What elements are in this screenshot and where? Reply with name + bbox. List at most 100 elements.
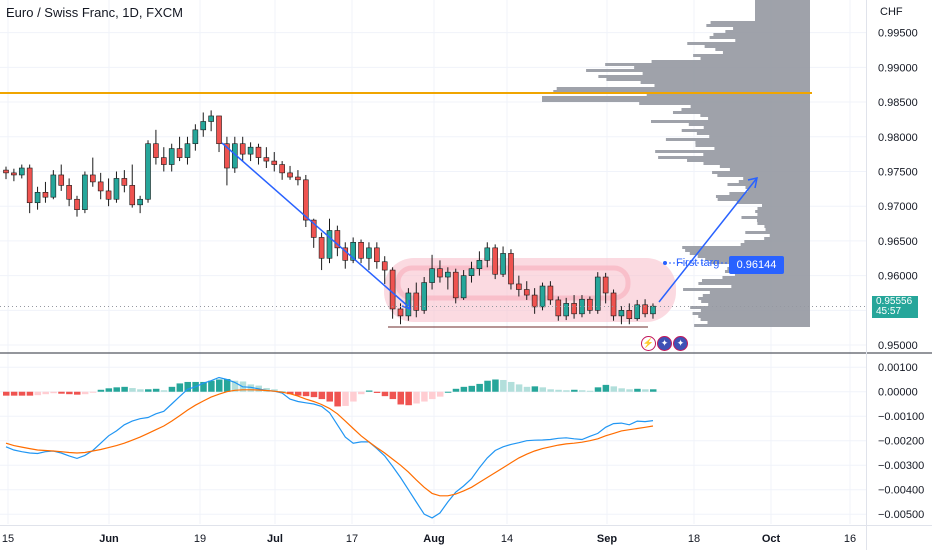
volume-profile-bar (740, 243, 810, 246)
candle-up (18, 167, 25, 176)
macd-histogram-bar (74, 391, 81, 395)
macd-axis-label: −0.00100 (878, 411, 924, 423)
candle-down (547, 285, 554, 301)
macd-histogram-bar (586, 390, 594, 392)
macd-histogram-bar (3, 391, 10, 396)
macd-histogram-bar (342, 391, 349, 406)
target-price-tag: 0.96144 (729, 256, 784, 274)
candle-down (3, 169, 9, 174)
macd-histogram-bar (160, 390, 168, 392)
candle-up (326, 230, 333, 259)
time-axis-label: 19 (194, 533, 206, 545)
macd-histogram-bar (492, 379, 499, 392)
candle-down (516, 283, 522, 290)
price-axis-label: 0.99000 (878, 62, 918, 74)
bar-countdown: 45:57 (876, 306, 902, 317)
volume-profile-bar (700, 309, 810, 312)
volume-profile-bar (598, 75, 810, 78)
candle-up (650, 305, 656, 315)
candle-down (397, 308, 404, 317)
candle-up (468, 268, 475, 276)
volume-profile-bar (704, 45, 810, 48)
macd-histogram-bar (184, 381, 191, 392)
macd-histogram-bar (460, 386, 468, 392)
symbol-title[interactable]: Euro / Swiss Franc, 1D, FXCM (6, 5, 183, 20)
volume-profile-bar (681, 129, 810, 132)
volume-profile-bar (646, 93, 810, 96)
downtrend-arrow-head (401, 299, 411, 311)
candle-down (303, 179, 309, 221)
macd-histogram-bar (271, 389, 278, 392)
time-axis-label: 14 (501, 533, 513, 545)
volume-profile-bar (651, 120, 810, 123)
candle-up (476, 260, 483, 269)
volume-profile-bar (690, 306, 810, 309)
volume-profile-bar (701, 300, 810, 303)
volume-profile-bar (755, 12, 810, 15)
candles (3, 110, 656, 325)
macd-histogram-bar (531, 386, 539, 392)
candle-up (500, 253, 506, 275)
volume-profile-bar (741, 216, 810, 219)
candle-down (105, 190, 112, 200)
volume-profile-bar (764, 237, 810, 240)
candle-down (295, 176, 301, 181)
macd-histogram-bar (105, 388, 113, 392)
macd-histogram-bar (413, 391, 420, 404)
last-price-value: 0.95556 (876, 296, 913, 307)
macd-histogram-bar (373, 391, 381, 393)
lightning-icon[interactable]: ⚡ (641, 336, 656, 351)
time-axis-label: Aug (423, 533, 444, 545)
currency-label[interactable]: CHF (880, 6, 903, 18)
time-axis-label: Jun (99, 533, 119, 545)
candle-up (208, 115, 214, 122)
volume-profile-bar (745, 231, 810, 234)
candle-down (310, 219, 317, 238)
volume-profile-bar (605, 63, 810, 66)
candle-up (421, 282, 427, 311)
volume-profile-bar (722, 276, 810, 279)
candle-down (626, 310, 633, 319)
volume-profile-bar (689, 252, 810, 255)
candle-down (523, 289, 530, 296)
candle-down (610, 292, 617, 317)
volume-profile-bar (757, 213, 810, 216)
macd-histogram-bar (10, 391, 18, 396)
time-axis-label: Sep (597, 533, 617, 545)
volume-profile-bar (556, 87, 810, 90)
candle-up (137, 198, 143, 206)
volume-profile-bar (693, 54, 810, 57)
volume-profile-bar (729, 168, 810, 171)
volume-profile-bar (698, 282, 810, 285)
volume-profile-bar (695, 144, 810, 147)
candle-down (58, 174, 65, 186)
volume-profile-bar (707, 321, 810, 324)
macd-histogram-bar (555, 389, 562, 392)
macd-histogram-bar (216, 379, 223, 392)
macd-histogram-bar (610, 386, 618, 392)
candle-down (381, 261, 388, 271)
candle-up (168, 148, 175, 165)
volume-profile-bar (714, 147, 810, 150)
volume-profile-bar (710, 21, 810, 24)
volume-profile-bar (687, 42, 810, 45)
macd-histogram-bar (247, 384, 255, 392)
candle-down (224, 143, 230, 169)
event-icons[interactable]: ⚡ ✦ ✦ (641, 333, 689, 351)
volume-profile-bar (703, 126, 810, 129)
candle-down (642, 304, 648, 315)
volume-profile-bar (731, 285, 810, 288)
candle-up (594, 276, 601, 311)
volume-profile-bar (735, 39, 810, 42)
volume-profile-bar (698, 315, 810, 318)
volume-profile-bar (606, 78, 810, 81)
candle-down (374, 247, 380, 263)
volume-profile-bar (682, 246, 810, 249)
flag-icon[interactable]: ✦ (657, 336, 672, 351)
flag-icon-2[interactable]: ✦ (673, 336, 688, 351)
candle-up (184, 143, 191, 158)
volume-profile-bar (698, 297, 810, 300)
macd-histogram-bar (397, 391, 404, 405)
